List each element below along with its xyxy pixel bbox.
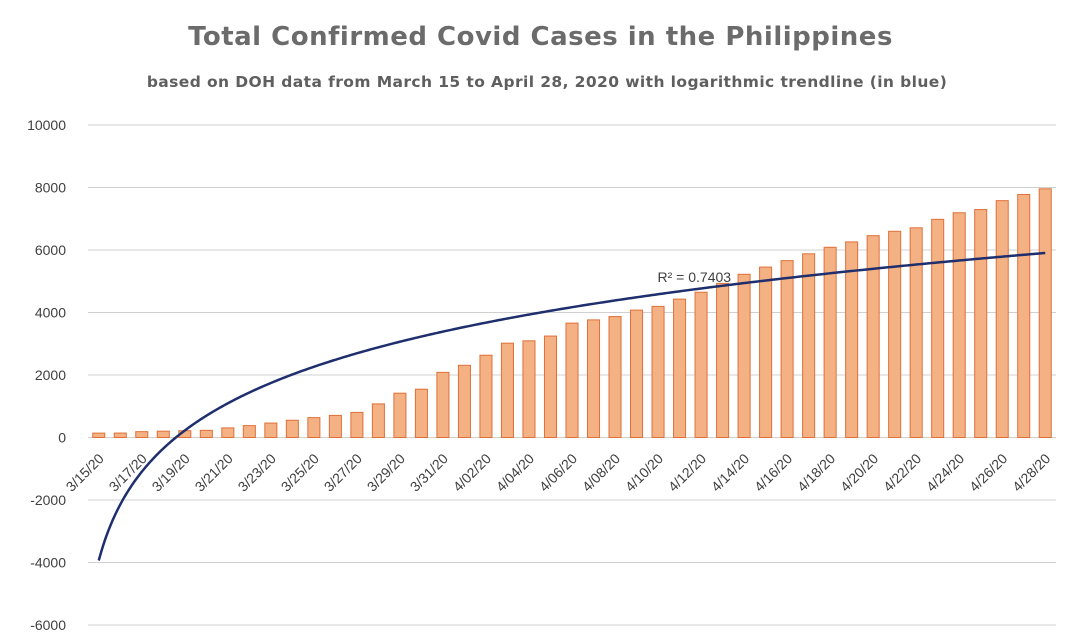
bar <box>221 427 235 438</box>
x-tick-label: 4/24/20 <box>923 450 967 494</box>
x-tick-label: 3/25/20 <box>278 450 322 494</box>
bar <box>716 282 730 438</box>
x-tick-label: 3/21/20 <box>192 450 236 494</box>
bar <box>780 260 794 438</box>
x-tick-label: 4/04/20 <box>493 450 537 494</box>
bar <box>630 309 644 438</box>
x-tick-label: 4/26/20 <box>966 450 1010 494</box>
x-tick-label: 4/02/20 <box>450 450 494 494</box>
y-tick-label: 10000 <box>27 117 66 133</box>
r-squared-label: R² = 0.7403 <box>658 269 732 285</box>
bar <box>522 340 536 438</box>
bar <box>823 246 837 438</box>
bar <box>1038 188 1052 438</box>
bar <box>565 322 579 438</box>
y-tick-label: 6000 <box>35 242 66 258</box>
bar <box>673 298 687 438</box>
chart-subtitle: based on DOH data from March 15 to April… <box>146 73 948 91</box>
bar <box>156 430 170 438</box>
bar <box>350 411 364 438</box>
bar <box>845 241 859 438</box>
x-tick-label: 3/29/20 <box>364 450 408 494</box>
x-tick-label: 3/27/20 <box>321 450 365 494</box>
bar <box>1017 193 1031 438</box>
bar <box>92 432 106 438</box>
bar <box>264 422 278 438</box>
bar <box>199 429 213 438</box>
x-tick-label: 4/18/20 <box>794 450 838 494</box>
bar <box>500 342 514 438</box>
bar <box>393 392 407 438</box>
bar <box>888 230 902 438</box>
x-tick-label: 4/12/20 <box>665 450 709 494</box>
bar <box>952 212 966 438</box>
bar <box>307 417 321 438</box>
bar <box>543 335 558 438</box>
bar <box>436 371 450 438</box>
x-tick-label: 4/20/20 <box>837 450 881 494</box>
bar <box>974 209 988 438</box>
bar <box>651 305 665 438</box>
bar <box>694 291 708 438</box>
y-tick-label: -6000 <box>30 617 66 633</box>
x-tick-label: 4/22/20 <box>880 450 924 494</box>
y-tick-label: 2000 <box>35 367 66 383</box>
bar <box>328 414 342 438</box>
x-tick-label: 4/16/20 <box>751 450 795 494</box>
x-axis-ticks: 3/15/203/17/203/19/203/21/203/23/203/25/… <box>63 450 1054 494</box>
bar <box>802 253 816 438</box>
bar <box>242 425 256 438</box>
bar <box>608 316 622 438</box>
bar <box>113 432 127 438</box>
bar <box>457 364 471 438</box>
y-axis-ticks: 10000 8000 6000 4000 2000 0 -2000 -4000 -6000 <box>27 117 66 633</box>
trendline <box>97 251 1046 561</box>
bar <box>759 266 773 438</box>
x-tick-label: 3/15/20 <box>63 450 107 494</box>
x-tick-label: 3/31/20 <box>407 450 451 494</box>
bar <box>931 218 945 438</box>
bar <box>135 431 149 438</box>
x-tick-label: 4/08/20 <box>579 450 623 494</box>
x-tick-label: 4/28/20 <box>1009 450 1053 494</box>
bar <box>414 388 428 438</box>
chart-title: Total Confirmed Covid Cases in the Phili… <box>188 22 893 52</box>
x-tick-label: 4/06/20 <box>536 450 580 494</box>
bar <box>479 354 493 438</box>
bar <box>737 273 751 438</box>
x-tick-label: 4/14/20 <box>708 450 752 494</box>
bar <box>285 419 299 438</box>
bar <box>995 200 1009 438</box>
y-tick-label: -2000 <box>30 492 66 508</box>
trendline-layer: R² = 0.7403 <box>97 251 1046 561</box>
bar <box>586 319 601 438</box>
bar-series <box>92 188 1052 438</box>
y-tick-label: -4000 <box>30 555 66 571</box>
x-tick-label: 3/23/20 <box>235 450 279 494</box>
x-tick-label: 3/17/20 <box>106 450 150 494</box>
x-tick-label: 4/10/20 <box>622 450 666 494</box>
bar <box>371 403 385 438</box>
y-tick-label: 8000 <box>35 180 66 196</box>
y-tick-label: 4000 <box>35 305 66 321</box>
y-tick-label: 0 <box>58 430 66 446</box>
bar <box>866 235 880 438</box>
bar <box>909 227 923 438</box>
